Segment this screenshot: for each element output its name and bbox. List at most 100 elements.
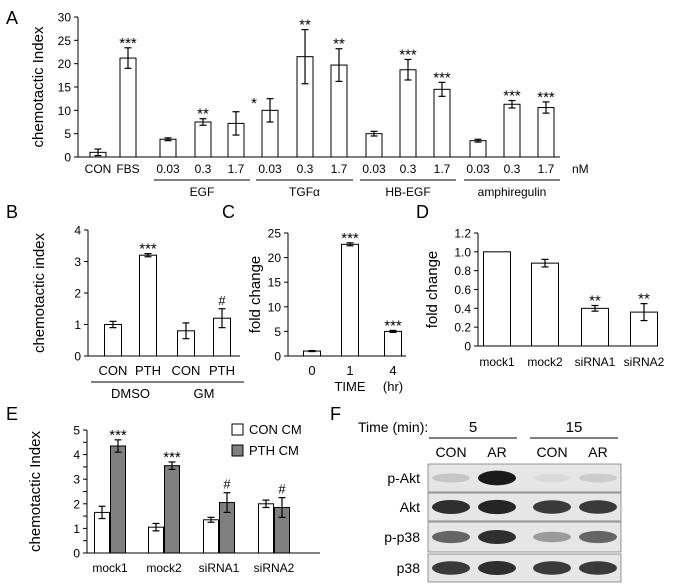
x-tick-label: siRNA2	[254, 561, 295, 575]
significance-mark: ***	[341, 230, 359, 247]
x-tick-label: 0.3	[297, 162, 314, 176]
panel-d-chart: 0 0.2 0.4 0.6 0.8 1.0 1.2 fold change ** ** mock1 m…	[424, 227, 665, 370]
y-tick-label: 0	[64, 151, 71, 165]
x-tick-label: siRNA1	[575, 355, 616, 369]
x-tick-label: 0.03	[362, 162, 386, 176]
y-tick-label: 5	[64, 127, 71, 141]
bar-bar	[503, 103, 521, 158]
blot-band	[579, 473, 617, 483]
y-tick-label: 1	[74, 318, 81, 332]
panel-letter-b: B	[6, 202, 18, 222]
blot-row: p-p38	[384, 521, 622, 553]
series-2-bar	[164, 465, 180, 554]
group-label: TGFα	[289, 185, 320, 199]
blot-band	[478, 561, 516, 575]
x-tick-label: mock1	[479, 355, 515, 369]
x-tick-label: CON	[85, 162, 112, 176]
y-tick-label: 25	[58, 34, 72, 48]
y-tick-label: 0.4	[454, 302, 471, 316]
significance-mark: **	[333, 36, 345, 53]
blot-band	[432, 500, 470, 514]
y-tick-label: 25	[268, 227, 282, 241]
y-tick-label: 0	[274, 350, 281, 364]
extra-significance-mark: *	[251, 95, 257, 112]
y-tick-label: 5	[73, 424, 80, 438]
blot-band	[478, 530, 516, 544]
x-axis-unit: (hr)	[383, 379, 403, 394]
blot-lane-label: AR	[487, 444, 506, 460]
y-tick-label: 3	[74, 255, 81, 269]
legend-label: CON CM	[249, 422, 302, 437]
group-label: amphiregulin	[478, 185, 547, 199]
blot-band	[533, 561, 571, 575]
y-tick-label: 4	[73, 448, 80, 462]
y-tick-label: 0.2	[454, 321, 471, 335]
x-tick-label: PTH	[135, 363, 161, 378]
x-tick-label: 0.03	[466, 162, 490, 176]
panel-c-chart: 0 5 10 15 20 25 fold change *** *** 0 1 4 TIME (hr)	[247, 227, 406, 394]
panel-e-chart: 0 1 2 3 4 5 chemotactic Index *** *** # # mock1 mock…	[27, 422, 320, 575]
y-axis-label: fold change	[247, 256, 264, 334]
significance-mark: **	[197, 106, 209, 123]
significance-mark: **	[638, 291, 650, 308]
blot-row: p38	[397, 553, 622, 583]
significance-mark: **	[299, 17, 311, 34]
bar-bar	[537, 107, 555, 158]
blot-band	[478, 499, 516, 515]
y-tick-label: 1.0	[454, 245, 471, 259]
bar-bar	[433, 88, 451, 158]
legend-label: PTH CM	[249, 443, 299, 458]
panel-b-chart: 0 1 2 3 4 chemotactic index *** # CON PTH CON PTH DM…	[31, 224, 244, 401]
bar-bar	[341, 243, 359, 357]
significance-mark: ***	[433, 69, 451, 86]
x-tick-label: PTH	[209, 363, 235, 378]
x-tick-label: 0.03	[258, 162, 282, 176]
y-tick-label: 20	[58, 57, 72, 71]
x-tick-label: 0.3	[400, 162, 417, 176]
bar-bar	[194, 121, 212, 158]
x-axis-label: TIME	[334, 379, 365, 394]
y-axis-label: chemotactic index	[31, 232, 48, 353]
y-tick-label: 10	[58, 104, 72, 118]
x-tick-label: 0	[308, 363, 315, 378]
blot-time-group: 15	[566, 419, 583, 436]
significance-mark: ***	[139, 241, 157, 258]
significance-mark: #	[223, 477, 231, 492]
group-label: GM	[194, 386, 215, 401]
legend-swatch	[231, 444, 244, 457]
y-tick-label: 4	[74, 224, 81, 238]
blot-row-label: Akt	[400, 499, 420, 515]
bar-bar	[119, 57, 137, 158]
blot-band	[533, 531, 571, 543]
x-tick-label: 0.03	[156, 162, 180, 176]
significance-mark: ***	[163, 449, 181, 466]
significance-mark: ***	[537, 89, 555, 106]
x-tick-label: CON	[172, 363, 201, 378]
significance-mark: ***	[399, 46, 417, 63]
bar-bar	[581, 307, 609, 347]
blot-band	[579, 530, 617, 544]
blot-time-group: 5	[469, 419, 477, 436]
significance-mark: ***	[109, 427, 127, 444]
blot-lane-label: CON	[435, 444, 466, 460]
blot-lane-label: CON	[536, 444, 567, 460]
blot-band	[432, 530, 470, 544]
panel-letter-f: F	[330, 404, 341, 424]
blot-band	[478, 470, 516, 486]
y-tick-label: 0	[73, 547, 80, 561]
panel-letter-d: D	[416, 202, 429, 222]
bar-bar	[365, 133, 383, 158]
x-tick-label: siRNA1	[199, 561, 240, 575]
significance-mark: **	[589, 293, 601, 310]
x-tick-label: CON	[99, 363, 128, 378]
blot-band	[432, 561, 470, 575]
bar-bar	[104, 324, 122, 357]
x-tick-label: 1.7	[228, 162, 245, 176]
significance-mark: #	[278, 482, 286, 497]
panel-letter-c: C	[222, 202, 235, 222]
y-tick-label: 10	[268, 300, 282, 314]
panel-letter-a: A	[6, 8, 18, 28]
x-tick-label: 1	[346, 363, 353, 378]
